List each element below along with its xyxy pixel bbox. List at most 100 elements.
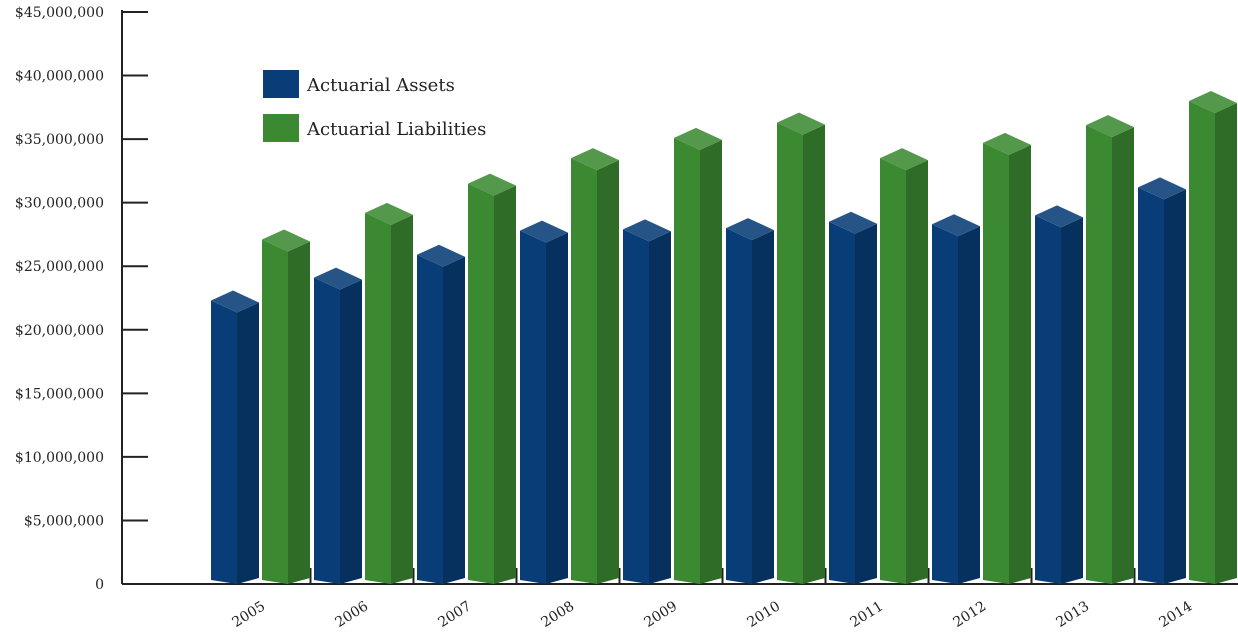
bar-top-face [726, 218, 774, 241]
axes [121, 10, 1238, 585]
bar-top-face [1086, 115, 1134, 138]
bar-top-face [262, 229, 310, 252]
bar-front-face [726, 228, 752, 585]
bar-side-face [340, 279, 362, 584]
bar-side-face [391, 214, 413, 584]
bar-top-face [674, 127, 722, 150]
legend-swatch [263, 70, 299, 98]
bar [880, 148, 928, 584]
bar-side-face [752, 230, 774, 585]
bar-top-face [777, 112, 825, 135]
bar-top-face [571, 148, 619, 171]
bar-side-face [1009, 144, 1031, 584]
bar-front-face [1086, 125, 1112, 584]
x-tick-label: 2011 [848, 598, 887, 630]
legend-label: Actuarial Liabilities [306, 119, 486, 140]
bar-front-face [262, 239, 288, 585]
bar [262, 229, 310, 585]
y-tick-label: $5,000,000 [24, 513, 104, 529]
bar [1035, 205, 1083, 584]
bar [1086, 115, 1134, 584]
bar-front-face [468, 183, 494, 584]
y-axis-ticks: 0 $5,000,000 $10,000,000 $15,000,000 $20,000… [15, 5, 148, 593]
bar-front-face [829, 221, 855, 584]
bar [623, 219, 671, 585]
bar [365, 202, 413, 584]
bar-front-face [880, 158, 906, 584]
bar [468, 173, 516, 584]
bar-front-face [983, 142, 1009, 584]
bar-top-face [468, 173, 516, 196]
bar-side-face [237, 302, 259, 584]
bar-side-face [546, 232, 568, 584]
x-tick-label: 2007 [436, 598, 475, 630]
bar-side-face [855, 223, 877, 584]
y-tick-label: $45,000,000 [15, 5, 104, 21]
bar-side-face [288, 241, 310, 585]
bar-front-face [674, 137, 700, 584]
bar-top-face [417, 244, 465, 267]
bar-side-face [1061, 217, 1083, 584]
bar-top-face [1138, 177, 1186, 200]
bar [674, 127, 722, 584]
bar-top-face [211, 290, 259, 313]
bar-side-face [1164, 189, 1186, 584]
bar-front-face [1138, 187, 1164, 584]
bar-front-face [571, 158, 597, 584]
bar-side-face [443, 256, 465, 584]
bar-front-face [932, 224, 958, 584]
x-tick-label: 2005 [230, 598, 269, 630]
bar-front-face [314, 277, 340, 584]
bar-side-face [649, 231, 671, 585]
x-tick-label: 2008 [539, 598, 578, 630]
bar-front-face [1189, 100, 1215, 584]
bar-top-face [1189, 90, 1237, 113]
bar-top-face [365, 202, 413, 225]
bar-front-face [365, 212, 391, 584]
bar-top-face [520, 220, 568, 243]
bar [777, 112, 825, 584]
bar-side-face [1112, 127, 1134, 584]
bar-top-face [314, 267, 362, 290]
bar-top-face [1035, 205, 1083, 228]
bar-side-face [700, 139, 722, 584]
legend-label: Actuarial Assets [306, 75, 455, 96]
x-tick-label: 2014 [1157, 598, 1196, 630]
y-tick-label: $30,000,000 [15, 196, 104, 212]
bar-front-face [1035, 215, 1061, 584]
bar [1189, 90, 1237, 584]
bar-top-face [623, 219, 671, 242]
bar-front-face [417, 254, 443, 584]
bar [1138, 177, 1186, 584]
bar-front-face [623, 229, 649, 585]
bar-front-face [211, 300, 237, 584]
y-tick-label: $25,000,000 [15, 259, 104, 275]
bar [520, 220, 568, 584]
bar-front-face [520, 230, 546, 584]
x-tick-label: 2009 [642, 598, 681, 630]
bar [571, 148, 619, 584]
bar-side-face [1215, 102, 1237, 584]
legend: Actuarial Assets Actuarial Liabilities [263, 70, 486, 142]
bar-front-face [777, 122, 803, 584]
bar [211, 290, 259, 584]
y-tick-label: $40,000,000 [15, 69, 104, 85]
bar [726, 218, 774, 585]
bar-top-face [932, 214, 980, 237]
x-tick-label: 2006 [333, 598, 372, 630]
bar [417, 244, 465, 584]
y-tick-label: 0 [95, 577, 104, 593]
bar [829, 211, 877, 584]
bar [314, 267, 362, 584]
bar-top-face [880, 148, 928, 171]
bar-side-face [958, 226, 980, 584]
legend-swatch [263, 114, 299, 142]
bars [211, 90, 1237, 585]
y-tick-label: $20,000,000 [15, 323, 104, 339]
bar-side-face [803, 124, 825, 584]
bar-side-face [906, 160, 928, 584]
bar-side-face [494, 185, 516, 584]
bar [983, 132, 1031, 584]
x-tick-label: 2012 [951, 598, 990, 630]
